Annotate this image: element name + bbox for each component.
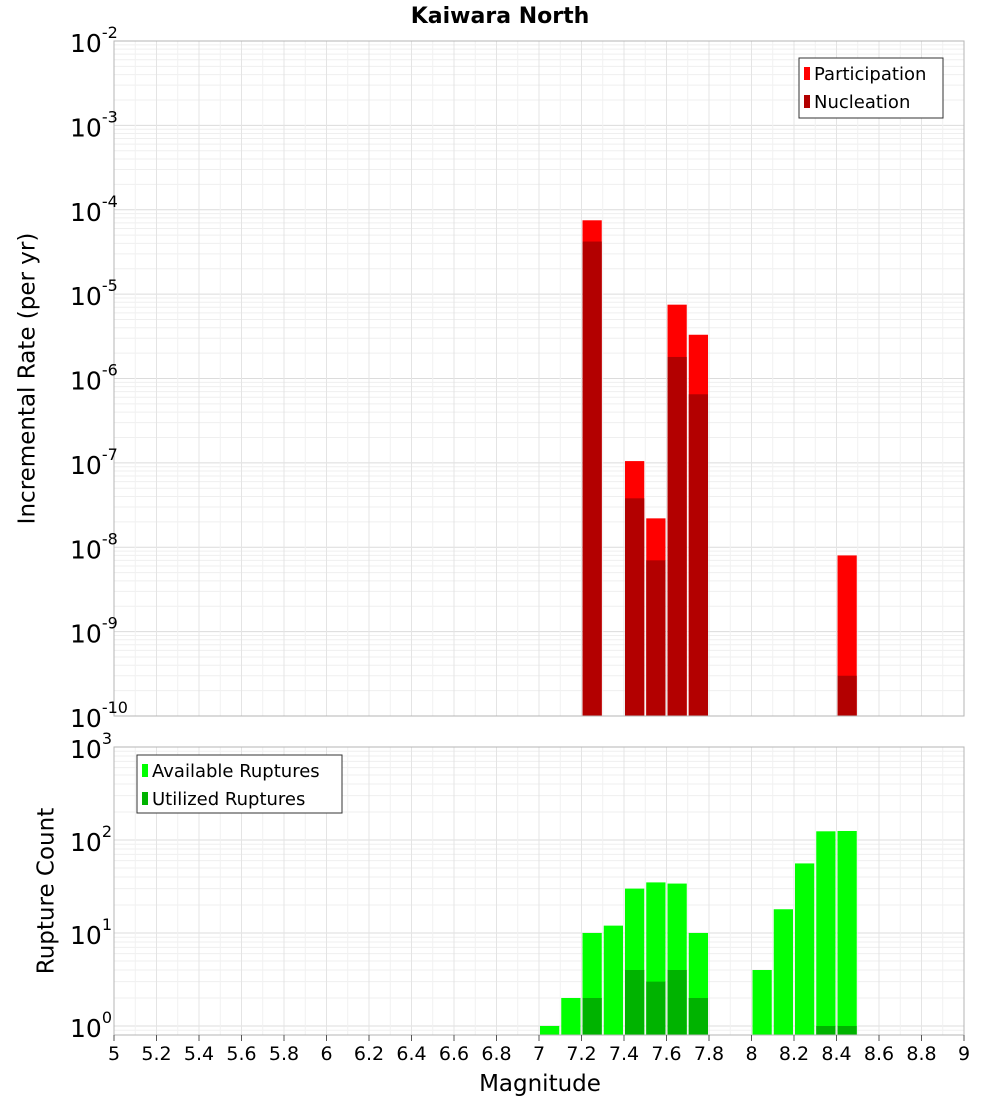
series-utilized-ruptures [582,969,857,1035]
x-tick-label: 7.4 [609,1043,639,1065]
bar-available-ruptures-8.25 [795,863,815,1035]
y-tick-label: 10-9 [70,614,118,649]
bar-available-ruptures-8.45 [837,830,857,1035]
x-tick-label: 9 [958,1043,970,1065]
x-tick-label: 6 [320,1043,332,1065]
rate-panel: 10-10 10-9 10-8 10-7 10-6 10-5 10-4 10-3 10-2 Inc… [15,23,965,733]
y-tick-label: 100 [70,1008,112,1043]
bar-utilized-ruptures-7.25 [582,997,602,1035]
y-tick-label: 102 [70,822,112,857]
legend-top: Participation Nucleation [798,57,944,119]
legend-bottom: Available Ruptures Utilized Ruptures [136,754,343,814]
x-tick-label: 8.8 [906,1043,936,1065]
x-tick-label: 5.4 [184,1043,214,1065]
chart-title: Kaiwara North [411,4,590,29]
legend-label: Nucleation [814,92,910,113]
legend-swatch [142,792,148,805]
y-tick-label: 10-4 [70,192,118,227]
x-tick-label: 6.2 [354,1043,384,1065]
x-tick-label: 6.8 [481,1043,511,1065]
bar-utilized-ruptures-7.45 [625,969,645,1035]
bar-available-ruptures-7.05 [540,1025,560,1035]
x-axis-label: Magnitude [479,1071,601,1097]
bar-available-ruptures-8.15 [773,909,793,1035]
bar-utilized-ruptures-7.55 [646,981,666,1035]
gridlines-top [113,41,965,717]
bar-nucleation-8.45 [837,675,857,716]
bar-utilized-ruptures-7.75 [688,997,708,1035]
y-tick-label: 10-7 [70,445,118,480]
series-nucleation [582,241,857,717]
y-tick-label: 10-6 [70,361,118,396]
bar-utilized-ruptures-8.45 [837,1025,857,1035]
bar-available-ruptures-7.35 [603,925,623,1035]
y-tick-label: 101 [70,915,112,950]
rupture-count-panel: 100 101 102 103 Rupture Count Available Ruptu… [34,729,965,1043]
x-tick-label: 8.4 [821,1043,851,1065]
bar-nucleation-7.25 [582,241,602,717]
bar-nucleation-7.65 [667,356,687,716]
y-axis-label-top: Incremental Rate (per yr) [15,233,41,525]
x-tick-label: 5.2 [141,1043,171,1065]
x-tick-label: 8.2 [779,1043,809,1065]
legend-label: Available Ruptures [152,761,320,782]
legend-label: Utilized Ruptures [152,789,305,810]
x-tick-label: 5.8 [269,1043,299,1065]
plot-frame-top [113,40,965,717]
bar-utilized-ruptures-8.35 [816,1025,836,1035]
bar-nucleation-7.55 [646,560,666,716]
bar-utilized-ruptures-7.65 [667,969,687,1035]
x-tick-label: 5.6 [226,1043,256,1065]
x-tick-label: 7 [533,1043,545,1065]
y-axis-label-bottom: Rupture Count [34,808,60,974]
x-tick-label: 6.6 [439,1043,469,1065]
bar-nucleation-7.75 [688,394,708,716]
x-tick-label: 6.4 [396,1043,426,1065]
y-tick-label: 10-10 [70,698,128,733]
legend-swatch [804,67,810,80]
x-tick-label: 7.8 [694,1043,724,1065]
legend-swatch [142,764,148,777]
bar-available-ruptures-8.35 [816,831,836,1035]
legend-swatch [804,95,810,108]
y-tick-label: 10-3 [70,107,118,142]
legend-label: Participation [814,64,926,85]
x-tick-label: 7.6 [651,1043,681,1065]
x-tick-label: 8 [745,1043,757,1065]
x-axis: 5 5.2 5.4 5.6 5.8 6 6.2 6.4 6.6 6.8 7 7.2 7.4 7.6 7.8 8… [108,1035,970,1065]
y-tick-label: 103 [70,729,112,764]
x-tick-label: 5 [108,1043,120,1065]
y-tick-label: 10-5 [70,276,118,311]
y-tick-label: 10-2 [70,23,118,58]
bar-nucleation-7.45 [625,498,645,716]
x-tick-label: 8.6 [864,1043,894,1065]
y-tick-label: 10-8 [70,529,118,564]
bar-available-ruptures-7.15 [561,997,581,1035]
x-tick-label: 7.2 [566,1043,596,1065]
bar-available-ruptures-8.05 [752,969,772,1035]
